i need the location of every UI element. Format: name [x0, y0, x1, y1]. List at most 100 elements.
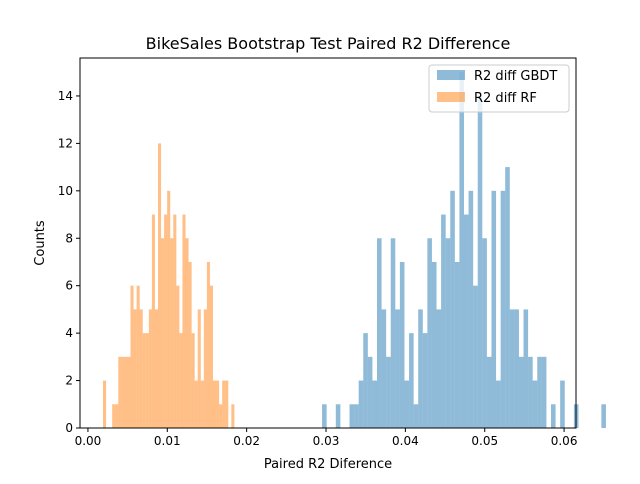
histogram-bar	[496, 380, 501, 428]
x-tick-label: 0.00	[75, 434, 102, 448]
histogram-bar	[349, 404, 355, 428]
histogram-bar	[158, 143, 162, 428]
histogram-bar	[528, 356, 533, 428]
histogram-bar	[482, 238, 487, 428]
histogram-bar	[454, 261, 460, 428]
y-tick-label: 4	[65, 326, 73, 340]
histogram-bar	[216, 380, 220, 428]
y-axis-ticks: 0 2 4 6 8 10 12 14	[58, 89, 80, 435]
histogram-bar	[450, 190, 455, 428]
histogram-bar	[354, 404, 359, 428]
histogram-bar	[560, 380, 565, 428]
histogram-bar	[322, 404, 327, 428]
histogram-bar	[154, 309, 159, 428]
histogram-bar	[514, 309, 519, 428]
histogram-bar	[367, 356, 373, 428]
series-rf-bars	[103, 143, 235, 428]
histogram-bar	[139, 309, 143, 428]
histogram-bar	[161, 238, 165, 428]
x-tick-label: 0.05	[471, 434, 498, 448]
histogram-bar	[427, 238, 432, 428]
histogram-bar	[335, 404, 341, 428]
histogram-bar	[477, 95, 483, 428]
histogram-bar	[121, 356, 125, 428]
histogram-bar	[219, 404, 223, 428]
x-tick-label: 0.01	[154, 434, 181, 448]
x-axis-label: Paired R2 Diference	[264, 457, 392, 472]
chart-title: BikeSales Bootstrap Test Paired R2 Diffe…	[146, 34, 511, 53]
histogram-bar	[206, 261, 210, 428]
histogram-bar	[386, 356, 391, 428]
histogram-bar	[395, 309, 400, 428]
histogram-bar	[118, 356, 122, 428]
histogram-bar	[436, 309, 442, 428]
histogram-bar	[136, 285, 140, 428]
legend-label-rf: R2 diff RF	[474, 91, 537, 106]
histogram-bar	[413, 404, 419, 428]
legend: R2 diff GBDT R2 diff RF	[428, 64, 570, 113]
histogram-bar	[541, 356, 547, 428]
histogram-bar	[200, 380, 204, 428]
series-gbdt-bars	[322, 72, 606, 428]
histogram-bar	[222, 380, 226, 428]
histogram-bar	[209, 285, 214, 428]
histogram-bar	[551, 404, 556, 428]
histogram-bar	[203, 309, 207, 428]
histogram-bar	[103, 380, 107, 428]
histogram-bar	[358, 380, 364, 428]
x-tick-label: 0.04	[392, 434, 419, 448]
histogram-bar	[191, 333, 195, 428]
histogram-bar	[486, 356, 492, 428]
histogram-bar	[213, 380, 217, 428]
histogram-bar	[473, 285, 478, 428]
histogram-bar	[170, 238, 174, 428]
y-tick-label: 0	[65, 421, 73, 435]
histogram-bar	[537, 356, 542, 428]
histogram-bar	[441, 214, 446, 428]
histogram-bar	[173, 214, 177, 428]
y-tick-label: 10	[58, 184, 73, 198]
histogram-bar	[399, 261, 405, 428]
histogram-bar	[133, 309, 137, 428]
legend-swatch-rf	[437, 92, 465, 102]
histogram-bar	[468, 190, 474, 428]
histogram-bar	[124, 356, 128, 428]
histogram-bar	[459, 72, 464, 428]
histogram-bar	[179, 333, 183, 428]
histogram-bar	[182, 214, 186, 428]
y-tick-label: 8	[65, 231, 73, 245]
histogram-bar	[463, 214, 469, 428]
y-tick-label: 12	[58, 136, 73, 150]
legend-swatch-gbdt	[437, 70, 465, 80]
y-tick-label: 6	[65, 279, 73, 293]
histogram-bar	[185, 238, 189, 428]
bars-layer	[103, 72, 606, 428]
y-axis-label: Counts	[33, 220, 48, 266]
histogram-bar	[390, 238, 396, 428]
legend-label-gbdt: R2 diff GBDT	[474, 69, 557, 84]
histogram-bar	[130, 285, 134, 428]
histogram-bar	[231, 404, 235, 428]
histogram-bar	[409, 333, 414, 428]
histogram-bar	[431, 261, 437, 428]
histogram-bar	[225, 380, 229, 428]
histogram-bar	[127, 356, 131, 428]
x-axis-ticks: 0.00 0.01 0.02 0.03 0.04 0.05 0.06	[75, 428, 578, 448]
x-tick-label: 0.02	[233, 434, 260, 448]
histogram-bar	[445, 238, 451, 428]
histogram-bar	[505, 167, 510, 428]
histogram-bar	[601, 404, 606, 428]
histogram-bar	[372, 380, 377, 428]
histogram-bar	[167, 190, 171, 428]
plot-frame	[79, 57, 577, 429]
histogram-bar	[418, 309, 423, 428]
histogram-bar	[151, 214, 155, 428]
histogram-bar	[376, 238, 382, 428]
histogram-bar	[194, 380, 198, 428]
x-tick-label: 0.06	[551, 434, 578, 448]
histogram-bar	[500, 190, 506, 428]
y-tick-label: 14	[58, 89, 73, 103]
histogram-bar	[491, 190, 497, 428]
x-tick-label: 0.03	[313, 434, 340, 448]
